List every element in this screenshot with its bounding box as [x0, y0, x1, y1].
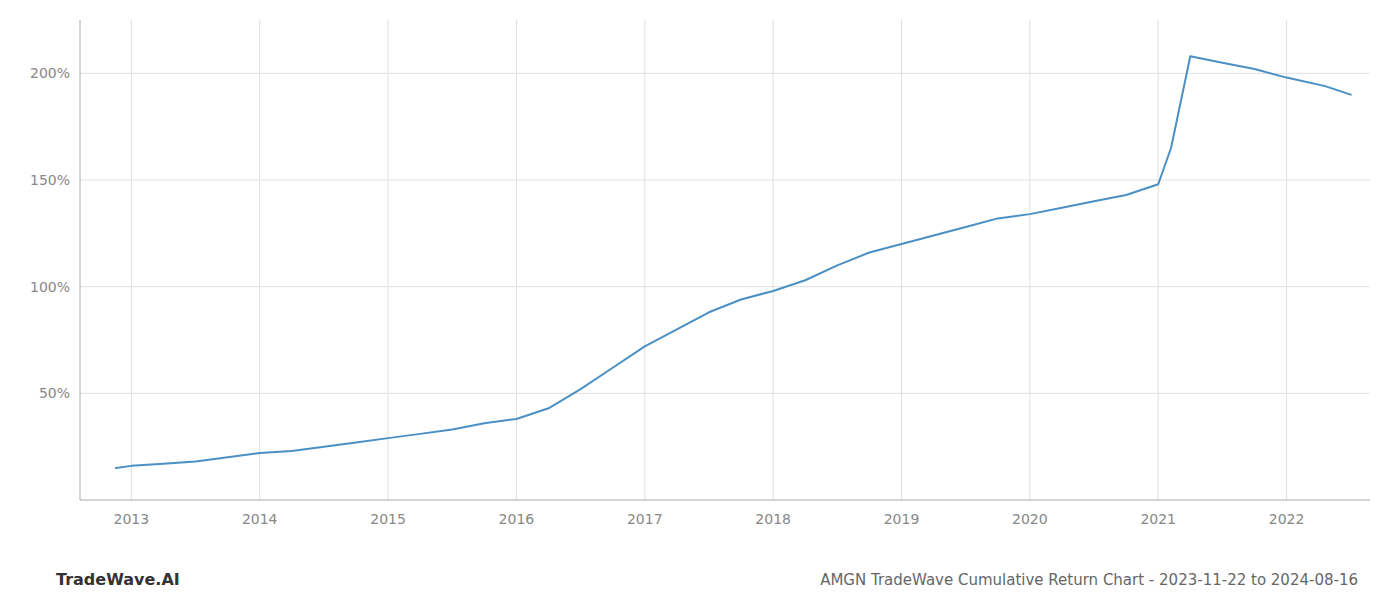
y-grid-line [80, 73, 1370, 74]
y-axis-line [80, 20, 81, 500]
y-tick-label: 200% [30, 65, 70, 81]
x-tick-label: 2018 [755, 511, 791, 527]
y-grid-line [80, 180, 1370, 181]
x-tick-label: 2015 [370, 511, 406, 527]
x-tick-label: 2014 [242, 511, 278, 527]
y-tick-label: 150% [30, 172, 70, 188]
y-tick-label: 100% [30, 279, 70, 295]
chart: 2013 2014 2015 2016 2017 2018 2019 2020 2021 2022… [0, 0, 1400, 600]
x-tick-label: 2013 [114, 511, 150, 527]
x-tick-label: 2022 [1269, 511, 1305, 527]
x-tick-label: 2016 [499, 511, 535, 527]
line [116, 56, 1351, 468]
y-tick-label: 50% [39, 385, 70, 401]
watermark: TradeWave.AI [56, 570, 180, 589]
x-tick-label: 2020 [1012, 511, 1048, 527]
plot-area [116, 56, 1351, 468]
x-grid-line [773, 20, 774, 500]
x-tick-label: 2017 [627, 511, 663, 527]
x-axis-line [80, 500, 1370, 501]
x-tick-label: 2021 [1140, 511, 1176, 527]
grid [80, 20, 1370, 500]
chart-container: 2013 2014 2015 2016 2017 2018 2019 2020 2021 2022… [0, 0, 1400, 600]
x-tick-label: 2019 [884, 511, 920, 527]
x-grid-line [516, 20, 517, 500]
x-grid-line [388, 20, 389, 500]
x-grid-line [1158, 20, 1159, 500]
x-grid-line [259, 20, 260, 500]
x-grid-line [131, 20, 132, 500]
x-grid-line [901, 20, 902, 500]
x-grid-line [644, 20, 645, 500]
title: AMGN TradeWave Cumulative Return Chart -… [820, 571, 1358, 589]
y-grid-line [80, 286, 1370, 287]
y-grid-line [80, 393, 1370, 394]
x-grid-line [1029, 20, 1030, 500]
x-grid-line [1286, 20, 1287, 500]
